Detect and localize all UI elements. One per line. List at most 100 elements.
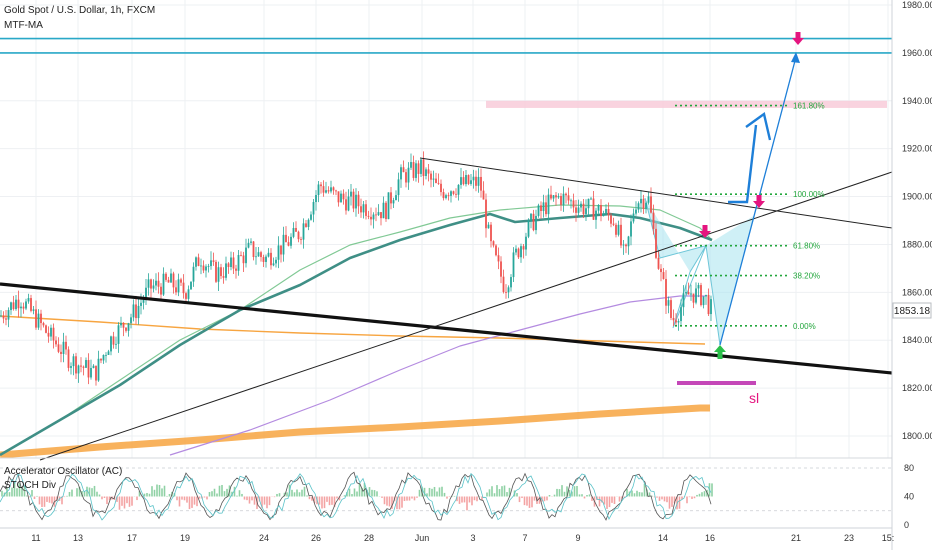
ac-histogram-bar — [321, 496, 323, 509]
oscillator-title[interactable]: Accelerator Oscillator (AC) — [4, 466, 122, 477]
ac-histogram-bar — [481, 496, 483, 501]
indicator-title[interactable]: MTF-MA — [4, 20, 43, 31]
price-axis[interactable]: 1800.00 1820.00 1840.00 1860.00 1880.00 1900.… — [902, 0, 932, 441]
ac-histogram-bar — [276, 493, 278, 497]
ac-histogram-bar — [621, 496, 623, 499]
candle-body — [315, 195, 317, 203]
candle-body — [625, 244, 627, 247]
ac-histogram-bar — [291, 489, 293, 497]
candle-body — [252, 241, 255, 257]
ac-histogram-bar — [416, 496, 418, 498]
price-tick-label: 1900.00 — [902, 192, 932, 202]
ac-histogram-bar — [546, 496, 548, 501]
major-support-trendline — [0, 282, 893, 375]
ac-histogram-bar — [663, 496, 666, 502]
ac-histogram-bar — [476, 496, 478, 502]
candle-body — [587, 198, 590, 209]
markers — [699, 32, 804, 359]
ma-purple — [169, 295, 705, 456]
time-tick-label: 24 — [259, 533, 269, 543]
ac-histogram-bar — [358, 483, 361, 497]
ac-histogram-bar — [183, 496, 186, 501]
ac-histogram-bar — [533, 496, 536, 501]
ac-histogram-bar — [163, 485, 166, 497]
ac-histogram-bar — [493, 493, 496, 497]
candle-body — [677, 321, 680, 323]
candle-body — [655, 228, 657, 258]
ac-histogram-bar — [263, 496, 266, 505]
ac-histogram-bar — [671, 496, 673, 507]
ac-histogram-bar — [443, 492, 446, 497]
candle-body — [357, 194, 360, 207]
candle-body — [62, 341, 65, 354]
sell-marker-top — [792, 38, 804, 45]
ac-histogram-bar — [293, 492, 296, 497]
candle-body — [342, 193, 345, 200]
fib-label: 38.20% — [793, 272, 820, 281]
candle-body — [40, 313, 42, 324]
candle-body — [320, 184, 322, 187]
ac-histogram-bar — [181, 496, 183, 500]
candle-body — [457, 184, 460, 195]
candle-body — [322, 186, 325, 193]
candle-body — [580, 203, 582, 208]
candle-body — [192, 266, 195, 282]
ac-histogram-bar — [78, 486, 81, 497]
candle-body — [187, 289, 190, 299]
candle-body — [157, 280, 160, 287]
ac-histogram-bar — [223, 491, 226, 497]
candle-body — [460, 177, 462, 185]
last-price-label: 1853.18 — [894, 306, 931, 317]
candle-body — [220, 267, 222, 277]
candle-body — [345, 199, 347, 211]
candle-body — [72, 356, 75, 367]
candle-body — [490, 224, 492, 242]
candle-body — [660, 268, 662, 273]
upper-trendline — [419, 157, 893, 229]
oscillator-subtitle[interactable]: STOCH Div — [4, 480, 56, 491]
candle-body — [552, 195, 555, 199]
ac-histogram-bar — [331, 496, 333, 505]
candle-body — [310, 214, 312, 220]
candle-body — [645, 202, 647, 209]
candle-body — [97, 358, 100, 381]
ac-histogram-bar — [643, 483, 646, 497]
candle-body — [585, 208, 587, 215]
candle-body — [465, 175, 467, 185]
ac-histogram-bar — [636, 490, 638, 497]
candle-body — [435, 178, 437, 183]
ac-histogram-bar — [26, 495, 28, 497]
candle-body — [190, 281, 192, 290]
ac-histogram-bar — [136, 496, 138, 501]
candle-body — [150, 279, 152, 289]
candle-body — [262, 257, 265, 262]
candle-body — [445, 195, 447, 199]
ac-histogram-bar — [63, 496, 66, 498]
ac-histogram-bar — [666, 496, 668, 503]
ac-histogram-bar — [168, 494, 171, 497]
time-tick-label: 28 — [364, 533, 374, 543]
candle-body — [227, 263, 230, 268]
candle-body — [412, 162, 415, 178]
ac-histogram-bar — [351, 494, 353, 497]
candle-body — [640, 198, 642, 204]
candle-body — [570, 200, 572, 202]
candle-body — [165, 273, 167, 280]
ac-histogram-bar — [156, 484, 158, 497]
candle-body — [177, 279, 180, 293]
ac-histogram-bar — [206, 496, 208, 500]
time-axis[interactable]: 11 13 17 19 24 26 28 Jun 3 7 9 14 16 21 23 15: — [31, 533, 894, 543]
ac-histogram-bar — [76, 488, 78, 497]
oscillator-tick-label: 0 — [904, 520, 909, 530]
ac-histogram-bar — [396, 496, 398, 510]
candle-body — [225, 263, 227, 278]
ac-histogram-bar — [408, 496, 411, 501]
trendlines — [0, 157, 893, 461]
candle-body — [402, 167, 405, 173]
candle-body — [662, 272, 665, 279]
ac-histogram-bar — [711, 483, 713, 497]
ac-histogram-bar — [318, 496, 321, 505]
candle-body — [392, 200, 395, 204]
